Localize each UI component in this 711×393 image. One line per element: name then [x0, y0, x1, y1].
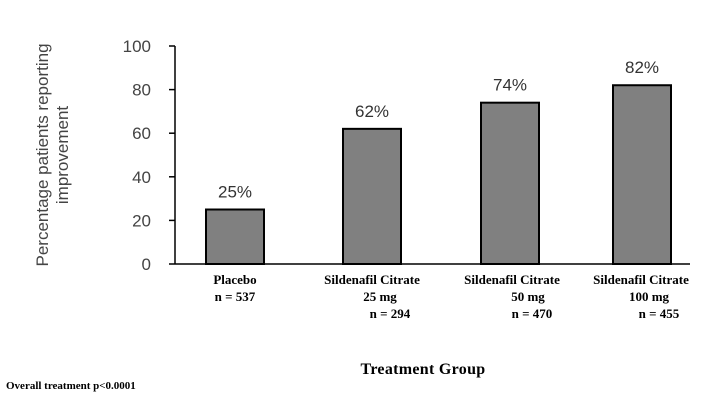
x-category-line: Sildenafil Citrate [464, 272, 560, 287]
x-category-line: n = 455 [639, 306, 680, 321]
y-axis-label-line: Percentage patients reporting [33, 43, 52, 266]
bars [205, 84, 672, 266]
y-axis-label: Percentage patients reportingimprovement [33, 43, 72, 266]
x-category-line: n = 294 [370, 306, 411, 321]
x-axis-label: Treatment Group [361, 361, 486, 378]
x-axis-categories: Placebo n = 537 Sildenafil Citrate 25 mg n =… [213, 272, 689, 321]
bar [480, 101, 540, 266]
x-category-line: n = 537 [215, 289, 256, 304]
footnote: Overall treatment p<0.0001 [6, 380, 136, 392]
bar-value-label: 82% [625, 58, 659, 77]
bar [342, 127, 402, 265]
y-tick-label: 100 [123, 37, 151, 56]
bar [612, 84, 672, 265]
x-category-label: Sildenafil Citrate 25 mg n = 294 [324, 272, 420, 321]
bar-value-label: 74% [493, 76, 527, 95]
x-category-label: Sildenafil Citrate 50 mg n = 470 [464, 272, 560, 321]
y-axis-label-text: Percentage patients reportingimprovement [33, 43, 72, 266]
x-category-line: 25 mg [363, 289, 397, 304]
y-tick-label: 80 [132, 81, 151, 100]
y-tick-label: 40 [132, 168, 151, 187]
bar-value-label: 62% [355, 102, 389, 121]
y-tick-label: 60 [132, 124, 151, 143]
y-tick-label: 0 [142, 255, 151, 274]
x-category-line: Sildenafil Citrate [324, 272, 420, 287]
y-tick-label: 20 [132, 211, 151, 230]
value-labels: 25% 62% 74% 82% [218, 58, 659, 201]
bar-value-label: 25% [218, 183, 252, 202]
x-category-line: 100 mg [629, 289, 670, 304]
x-category-label: Placebo n = 537 [213, 272, 256, 304]
x-category-line: Placebo [213, 272, 256, 287]
x-category-line: n = 470 [512, 306, 553, 321]
y-axis-label-line: improvement [53, 106, 72, 205]
x-category-line: 50 mg [511, 289, 545, 304]
x-category-line: Sildenafil Citrate [593, 272, 689, 287]
bar [205, 208, 265, 265]
x-category-label: Sildenafil Citrate 100 mg n = 455 [593, 272, 689, 321]
